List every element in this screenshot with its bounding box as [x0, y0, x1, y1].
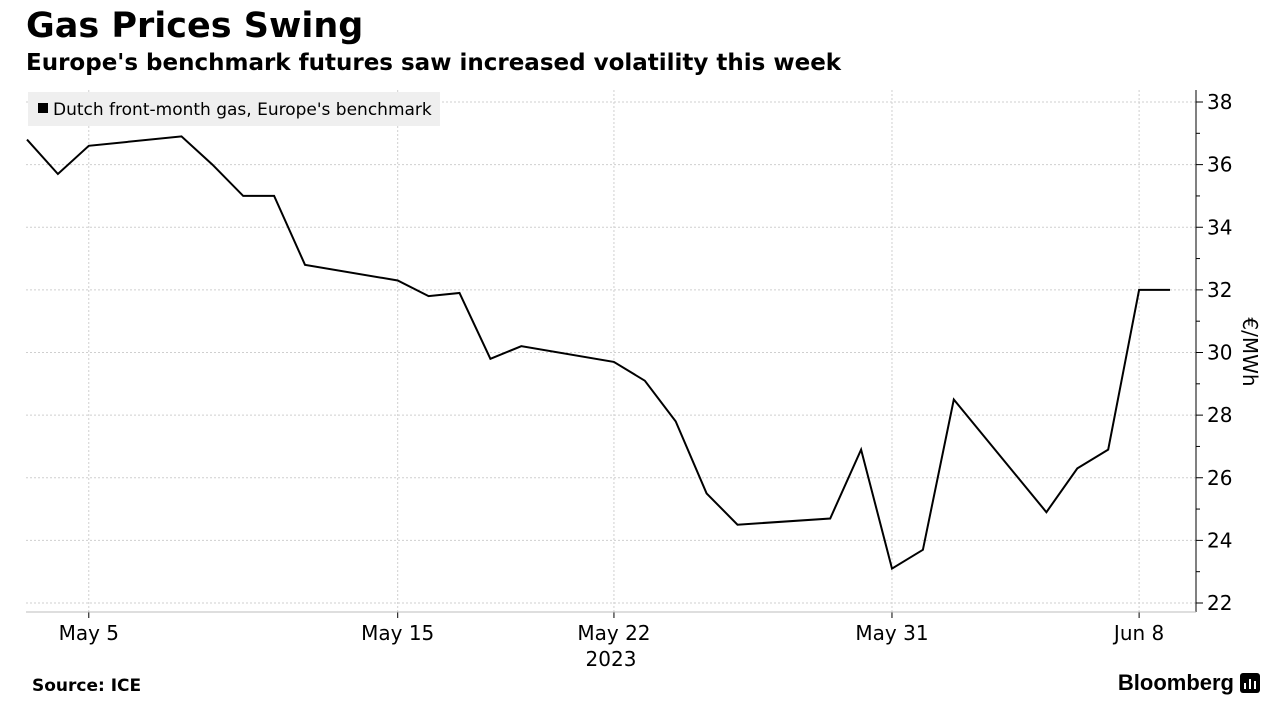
- brand-logo: Bloomberg: [1118, 670, 1260, 696]
- y-tick-label: 24: [1207, 528, 1232, 552]
- y-tick-label: 26: [1207, 466, 1232, 490]
- y-tick-label: 34: [1207, 215, 1232, 239]
- legend-label: Dutch front-month gas, Europe's benchmar…: [53, 100, 432, 120]
- chart-subtitle: Europe's benchmark futures saw increased…: [26, 50, 842, 76]
- x-axis-year-label: 2023: [586, 647, 637, 671]
- legend: Dutch front-month gas, Europe's benchmar…: [28, 92, 440, 126]
- legend-background: [28, 92, 440, 126]
- legend-square-icon: [38, 103, 48, 113]
- y-tick-label: 38: [1207, 90, 1232, 114]
- x-tick-label: May 5: [59, 621, 119, 645]
- bloomberg-terminal-icon: [1240, 673, 1260, 693]
- y-tick-label: 30: [1207, 341, 1232, 365]
- y-axis-label: €/MWh: [1238, 317, 1262, 386]
- brand-name: Bloomberg: [1117, 670, 1234, 695]
- y-tick-label: 22: [1207, 591, 1232, 615]
- x-tick-label: May 15: [361, 621, 434, 645]
- x-tick-label: May 31: [855, 621, 928, 645]
- y-axis: 22 24 26 28 30 32 34 36 38: [1195, 90, 1232, 615]
- y-tick-label: 32: [1207, 278, 1232, 302]
- chart-title: Gas Prices Swing: [26, 6, 364, 46]
- x-tick-label: May 22: [577, 621, 650, 645]
- x-axis: May 5 May 15 May 22 May 31 Jun 8: [26, 611, 1196, 645]
- series-layer: [26, 135, 1171, 571]
- grid-lines: [26, 90, 1196, 612]
- x-tick-label: Jun 8: [1112, 621, 1164, 645]
- y-tick-label: 36: [1207, 153, 1232, 177]
- source-note: Source: ICE: [32, 676, 142, 696]
- series-line: [26, 135, 1170, 571]
- y-tick-label: 28: [1207, 403, 1232, 427]
